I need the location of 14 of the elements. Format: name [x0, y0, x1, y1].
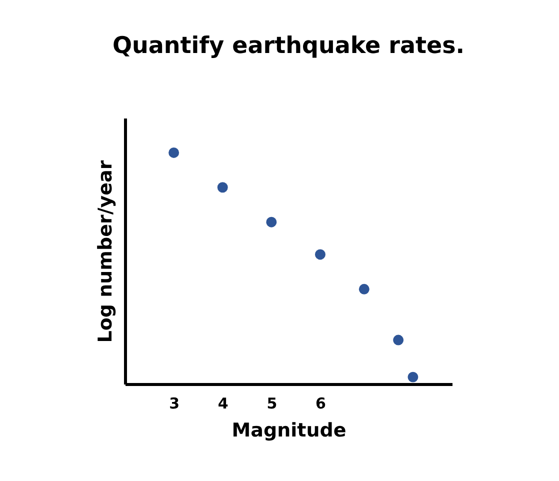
point: [358, 284, 370, 294]
x-tick-label: 6: [316, 394, 326, 412]
point: [168, 147, 180, 158]
x-tick-label: 5: [266, 394, 278, 412]
point: [408, 372, 418, 382]
point: [314, 249, 326, 260]
x-tick-label: 4: [218, 394, 228, 412]
point: [217, 182, 228, 193]
point: [393, 334, 404, 346]
y-axis-title: Log number/year: [94, 160, 116, 343]
x-axis-title: Magnitude: [232, 420, 346, 442]
x-tick-label: 3: [169, 394, 180, 412]
chart-title: Quantify earthquake rates.: [112, 33, 465, 59]
point: [266, 216, 277, 228]
